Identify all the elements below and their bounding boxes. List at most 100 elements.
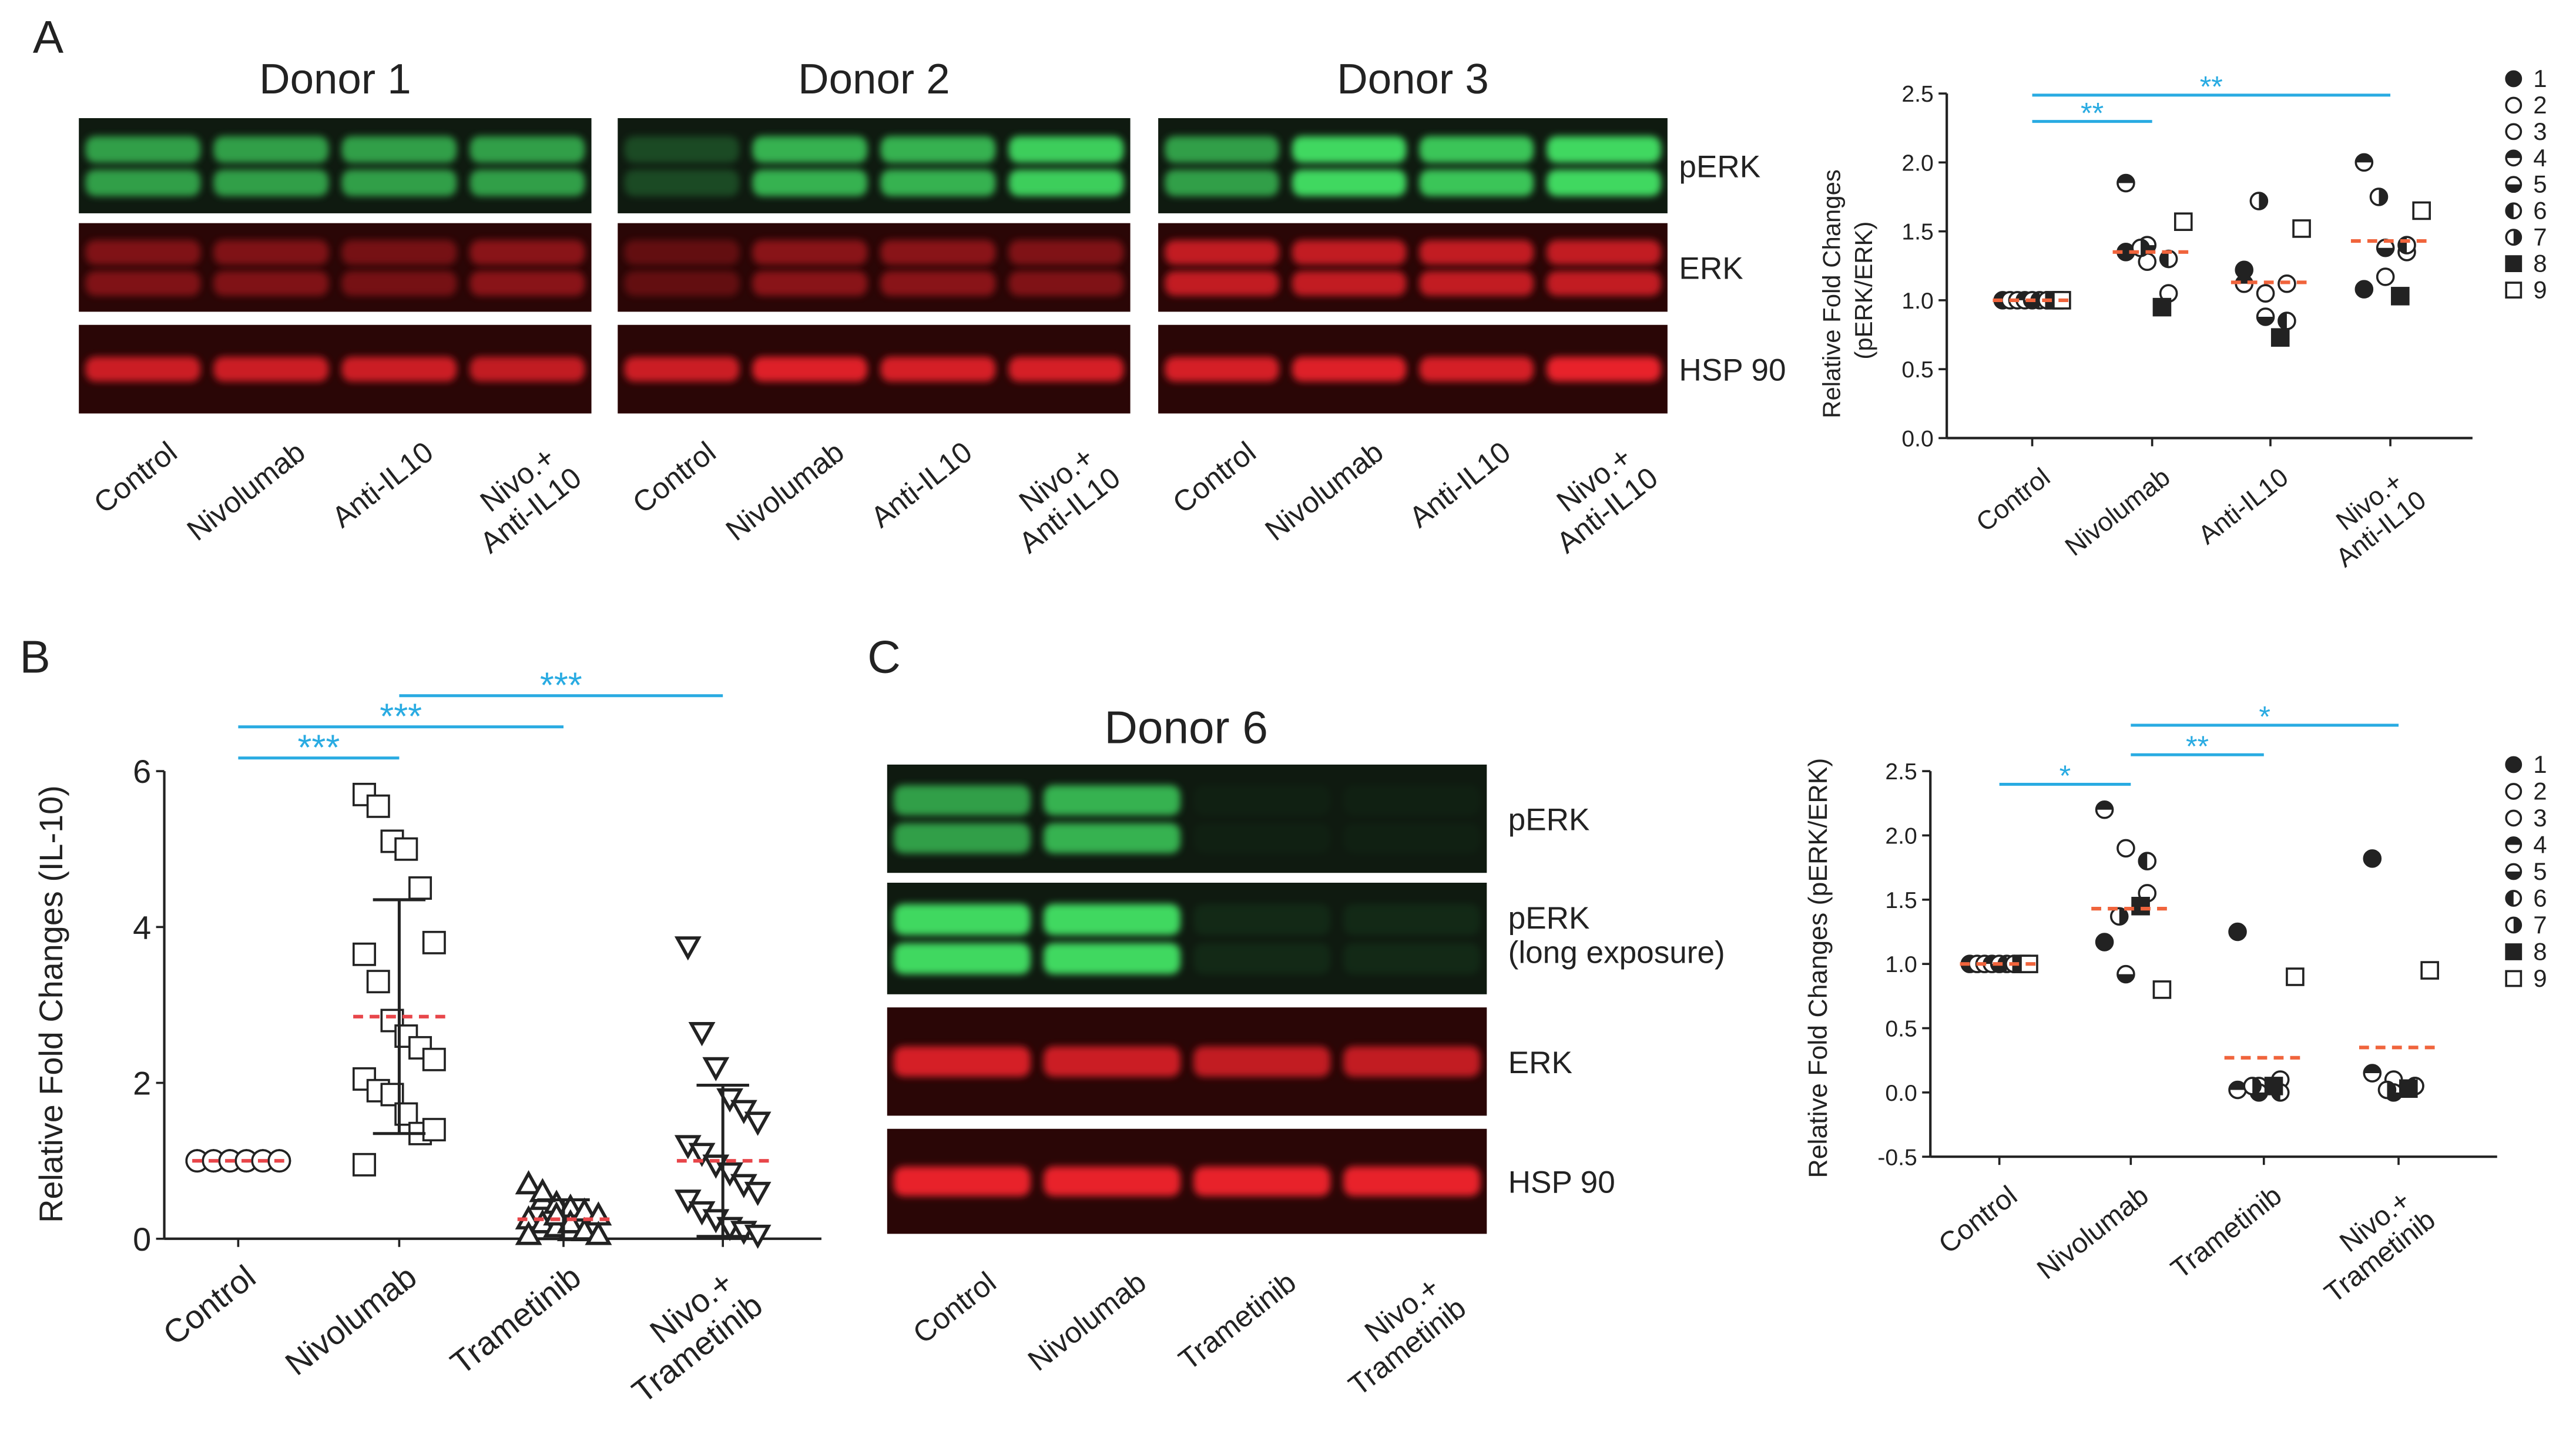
y-tick-label: 2 bbox=[133, 1065, 151, 1102]
category-label: Control bbox=[88, 435, 183, 520]
y-tick-label: 0.0 bbox=[1885, 1081, 1917, 1106]
blot-band bbox=[213, 240, 329, 265]
data-point bbox=[716, 1088, 744, 1113]
data-point bbox=[730, 1100, 757, 1124]
blot-band bbox=[1292, 169, 1407, 196]
marker-half bbox=[2257, 317, 2274, 325]
blot-title: Donor 2 bbox=[798, 55, 950, 103]
blot-band bbox=[1165, 136, 1279, 163]
blot-band bbox=[85, 169, 201, 196]
y-tick-label: 0.0 bbox=[1901, 426, 1933, 451]
blot-row-label: pERK bbox=[1679, 150, 1760, 185]
blot-band bbox=[624, 271, 740, 296]
blot-band bbox=[341, 169, 457, 196]
data-point bbox=[515, 1221, 542, 1245]
data-point bbox=[2505, 783, 2523, 800]
blot-band bbox=[1008, 357, 1124, 382]
data-point bbox=[2117, 173, 2135, 193]
marker-shape bbox=[2152, 980, 2172, 999]
blot-band bbox=[893, 943, 1031, 974]
data-point bbox=[366, 794, 390, 818]
blot-band bbox=[880, 240, 996, 265]
marker-half bbox=[2364, 1065, 2381, 1074]
legend-label: 6 bbox=[2533, 884, 2547, 912]
data-point bbox=[2505, 836, 2523, 853]
y-tick-label: 4 bbox=[133, 909, 151, 946]
data-point bbox=[366, 970, 390, 994]
marker-shape bbox=[2505, 70, 2523, 88]
blot-background bbox=[887, 764, 1487, 873]
marker-shape bbox=[674, 936, 702, 961]
blot-band bbox=[1193, 943, 1330, 974]
data-point bbox=[2505, 282, 2523, 299]
blot-band bbox=[893, 904, 1031, 936]
category-label: Nivo.+ Trametinib bbox=[603, 1258, 769, 1410]
data-point bbox=[2505, 149, 2523, 167]
blot-background bbox=[618, 118, 1131, 213]
blot-band bbox=[213, 271, 329, 296]
marker-shape bbox=[744, 1111, 772, 1136]
y-axis-label: Relative Fold Changes (IL-10) bbox=[32, 785, 69, 1223]
marker-half bbox=[2229, 1081, 2246, 1090]
marker-half bbox=[2513, 230, 2521, 245]
data-point bbox=[702, 1057, 730, 1081]
blot-band bbox=[1193, 904, 1330, 936]
category-label: Trametinib bbox=[2165, 1180, 2287, 1285]
data-point bbox=[422, 1047, 446, 1071]
category-label: Anti-IL10 bbox=[2193, 463, 2293, 550]
marker-shape bbox=[422, 1118, 446, 1142]
y-tick-label: 1.0 bbox=[1901, 289, 1933, 314]
blot-band bbox=[1343, 904, 1481, 936]
blot-band bbox=[213, 357, 329, 382]
category-label: Trametinib bbox=[444, 1258, 588, 1382]
blot-band bbox=[1044, 1046, 1180, 1077]
data-point bbox=[716, 1162, 744, 1187]
blot-band bbox=[1343, 1046, 1481, 1077]
category-label: Nivolumab bbox=[2060, 463, 2176, 561]
marker-half bbox=[2119, 908, 2128, 925]
marker-half bbox=[2506, 203, 2514, 219]
data-point bbox=[2292, 219, 2311, 238]
data-point bbox=[394, 837, 418, 861]
y-tick-label: 2.5 bbox=[1901, 82, 1933, 107]
y-tick-label: 2.5 bbox=[1885, 759, 1917, 785]
blot-band bbox=[341, 136, 457, 163]
blot-row-label: ERK bbox=[1508, 1046, 1572, 1080]
data-point bbox=[2377, 1080, 2397, 1100]
blot-band bbox=[624, 240, 740, 265]
marker-shape bbox=[394, 837, 418, 861]
data-point bbox=[2174, 212, 2193, 231]
marker-shape bbox=[515, 1170, 542, 1195]
legend-label: 9 bbox=[2533, 276, 2547, 304]
marker-shape bbox=[2505, 123, 2523, 140]
significance-label: * bbox=[2259, 700, 2270, 733]
blot-band bbox=[624, 169, 740, 196]
significance-label: *** bbox=[540, 665, 582, 706]
marker-shape bbox=[744, 1224, 772, 1249]
category-label: Control bbox=[1933, 1180, 2023, 1260]
marker-half bbox=[2160, 250, 2169, 267]
blot-background bbox=[1158, 223, 1668, 312]
blot-band bbox=[1193, 1167, 1330, 1197]
significance-label: ** bbox=[2200, 70, 2223, 103]
legend-label: 4 bbox=[2533, 830, 2547, 858]
blot-background bbox=[887, 882, 1487, 994]
data-point bbox=[515, 1170, 542, 1195]
blot-band bbox=[1547, 357, 1661, 382]
marker-half bbox=[2278, 313, 2287, 330]
blot-title: Donor 1 bbox=[259, 55, 411, 103]
data-point bbox=[2391, 287, 2410, 306]
marker-shape bbox=[2505, 282, 2523, 299]
data-point bbox=[2095, 800, 2114, 819]
y-tick-label: 2.0 bbox=[1885, 824, 1917, 849]
marker-shape bbox=[408, 876, 432, 900]
marker-shape bbox=[2505, 970, 2523, 987]
blot-band bbox=[624, 357, 740, 382]
data-point bbox=[2505, 943, 2523, 960]
marker-shape bbox=[556, 1209, 584, 1234]
legend-label: 8 bbox=[2533, 250, 2547, 277]
panel-label: C bbox=[867, 631, 901, 683]
category-label: Nivo.+ Anti-IL10 bbox=[992, 435, 1126, 559]
blot-band bbox=[1292, 240, 1407, 265]
category-label: Trametinib bbox=[1172, 1265, 1302, 1377]
